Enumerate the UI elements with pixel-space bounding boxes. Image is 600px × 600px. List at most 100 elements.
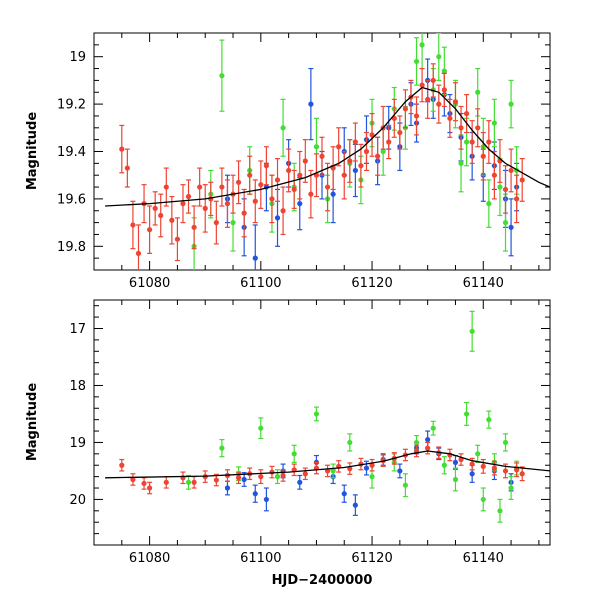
bottom-y-tick-label: 19 — [69, 436, 86, 451]
bottom-green-point — [452, 476, 459, 483]
bottom-green-point — [185, 479, 192, 485]
top-plot-area — [105, 33, 550, 270]
bottom-green-point — [430, 425, 436, 431]
bottom-green-point — [475, 451, 481, 457]
top-red-point — [174, 236, 181, 242]
top-green-point — [219, 73, 225, 79]
top-blue-point — [308, 101, 314, 107]
top-red-point — [308, 191, 314, 197]
bottom-green-point — [347, 439, 353, 446]
bottom-red-point — [491, 465, 497, 471]
top-red-point — [280, 208, 286, 214]
bottom-blue-point — [425, 436, 431, 443]
bottom-red-point — [469, 461, 475, 467]
top-red-point — [452, 99, 459, 105]
top-green-point — [502, 220, 509, 226]
top-green-point — [419, 42, 425, 48]
top-red-point — [369, 132, 375, 138]
bottom-blue-point — [341, 491, 347, 497]
top-red-point — [436, 101, 442, 107]
bottom-red-point — [425, 445, 431, 451]
bottom-green-point — [486, 417, 492, 423]
bottom-y-axis-title: Magnitude — [25, 383, 40, 462]
top-red-point — [363, 148, 370, 155]
top-green-point — [463, 139, 470, 145]
top-x-tick-label: 61080 — [129, 276, 170, 291]
top-red-point — [263, 163, 269, 169]
bottom-red-point — [191, 479, 197, 485]
top-series-red — [119, 63, 525, 270]
top-y-tick-label: 19.2 — [57, 98, 86, 113]
bottom-green-point — [274, 474, 281, 480]
bottom-green-point — [313, 411, 320, 417]
top-red-point — [336, 144, 342, 150]
bottom-red-point — [369, 462, 375, 468]
top-red-point — [358, 163, 364, 169]
top-red-point — [224, 201, 231, 207]
top-x-tick-label: 61140 — [463, 276, 504, 291]
top-panel: 61080 61100 61120 61140 1919.219.419.619.8 … — [25, 32, 551, 291]
top-red-point — [185, 193, 192, 200]
bottom-blue-point — [263, 496, 269, 503]
top-red-point — [469, 139, 475, 145]
top-red-point — [202, 205, 208, 211]
bottom-x-tick-labels: 61080 61100 61120 61140 — [129, 551, 504, 566]
top-red-point — [475, 125, 481, 131]
top-red-point — [219, 184, 225, 190]
bottom-red-point — [147, 485, 153, 491]
bottom-red-point — [141, 480, 147, 487]
top-red-point — [480, 153, 486, 159]
top-green-point — [486, 201, 492, 207]
bottom-red-point — [119, 462, 125, 468]
top-red-point — [163, 184, 169, 190]
bottom-green-point — [258, 425, 264, 431]
bottom-plot-area — [105, 310, 550, 523]
top-red-point — [169, 217, 175, 223]
top-red-point — [241, 210, 247, 216]
bottom-model-curve — [105, 450, 550, 479]
top-red-point — [425, 96, 431, 102]
bottom-x-tick-label: 61080 — [129, 551, 170, 566]
top-y-tick-labels: 19 19.2 19.4 19.6 19.8 — [57, 50, 86, 255]
bottom-y-tick-label: 20 — [69, 493, 86, 508]
top-red-point — [458, 125, 464, 131]
bottom-green-point — [369, 474, 375, 480]
top-red-point — [502, 186, 509, 193]
bottom-green-point — [219, 445, 225, 451]
bottom-blue-point — [224, 485, 231, 491]
bottom-blue-point — [452, 459, 459, 465]
top-red-point — [130, 222, 136, 228]
top-y-tick-label: 19.8 — [57, 240, 86, 255]
bottom-red-point — [269, 469, 275, 475]
bottom-green-point — [441, 462, 447, 468]
bottom-red-point — [213, 477, 219, 483]
top-red-point — [519, 177, 525, 183]
bottom-blue-point — [397, 468, 403, 474]
bottom-axis-ticks — [93, 300, 550, 546]
top-red-point — [375, 153, 381, 159]
bottom-red-point — [280, 472, 286, 479]
bottom-green-point — [402, 482, 409, 488]
top-green-point — [380, 148, 386, 155]
bottom-blue-point — [363, 465, 370, 471]
top-red-point — [158, 212, 164, 219]
top-red-point — [397, 129, 403, 136]
top-red-point — [180, 201, 186, 207]
top-red-point — [447, 115, 453, 121]
bottom-series-green — [185, 310, 520, 523]
bottom-red-point — [302, 471, 308, 477]
top-series-blue — [224, 58, 520, 270]
bottom-red-point — [519, 471, 525, 477]
top-x-tick-label: 61100 — [240, 276, 281, 291]
top-red-point — [252, 198, 258, 204]
top-red-point — [135, 250, 142, 257]
top-y-axis-title: Magnitude — [25, 112, 40, 191]
top-blue-point — [252, 255, 258, 261]
bottom-red-point — [130, 476, 136, 483]
top-red-point — [413, 113, 420, 119]
top-red-point — [441, 87, 447, 93]
top-green-point — [313, 144, 320, 150]
top-x-tick-label: 61120 — [351, 276, 392, 291]
